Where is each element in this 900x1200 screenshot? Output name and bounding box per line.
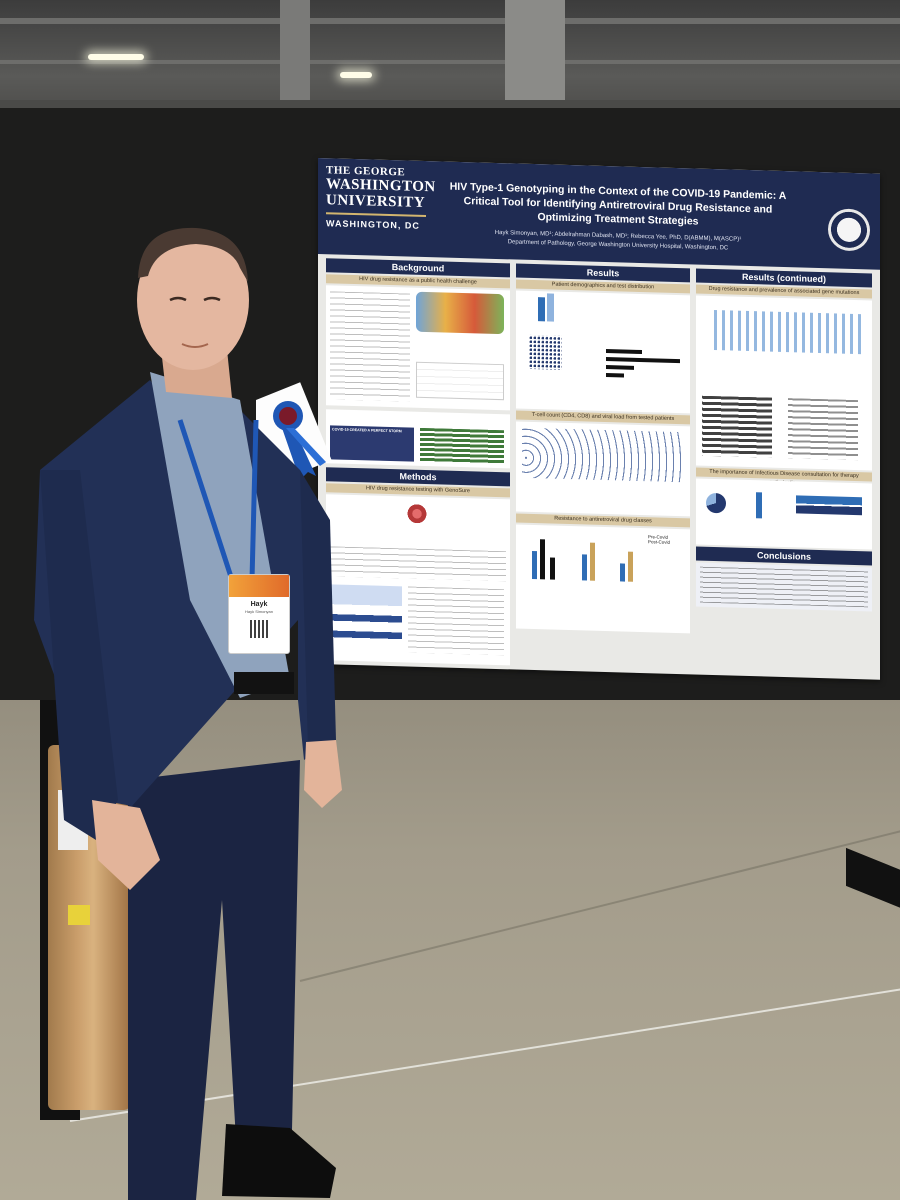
hbar (606, 365, 634, 370)
conclusions-panel (696, 562, 872, 612)
poster-column-left: Background HIV drug resistance as a publ… (326, 258, 510, 666)
legend-post: Post-Covid (648, 539, 671, 545)
demographics-panel (516, 290, 690, 414)
ceiling-lamp (340, 72, 372, 78)
floor (0, 620, 900, 1200)
floor-seam (299, 830, 900, 982)
logo-location: WASHINGTON, DC (326, 218, 420, 231)
gene-hbar-chart-b (788, 398, 858, 461)
gene-hbar-chart-a (702, 395, 772, 458)
ceiling-beam (0, 18, 900, 24)
resistance-panel: Pre-Covid Post-Covid (516, 524, 690, 634)
tcell-panel (516, 421, 690, 517)
consultation-panel (696, 478, 872, 550)
badge-header (229, 575, 289, 597)
methods-panel (326, 494, 510, 666)
ceiling-lamp (88, 54, 144, 60)
consult-bar (756, 492, 762, 519)
resistance-bar (620, 563, 625, 582)
badge-subname: Hayk Simonyan (244, 609, 273, 614)
methods-text-block (330, 546, 506, 582)
tube-label (58, 790, 88, 850)
logo-line-3: UNIVERSITY (326, 192, 426, 211)
mutation-panel (696, 295, 872, 471)
resistance-bar (532, 550, 537, 580)
resistance-bar (628, 551, 633, 582)
methods-bullets (408, 586, 504, 656)
virus-icon (406, 502, 428, 526)
consult-hbar (796, 495, 862, 516)
tube-sticker (68, 905, 90, 925)
hbar (606, 349, 642, 355)
chart-legend: Pre-Covid Post-Covid (648, 534, 670, 545)
poster-title: HIV Type-1 Genotyping in the Context of … (449, 180, 787, 228)
resistance-bar (582, 554, 587, 581)
background-panel (326, 285, 510, 411)
demo-bar (547, 293, 554, 322)
hbar (606, 373, 624, 378)
world-map-figure (416, 291, 504, 335)
name-badge: Hayk Hayk Simonyan (228, 574, 290, 654)
callout-panel: COVID-19 CREATED A PERFECT STORM (326, 409, 510, 469)
award-ribbon-icon (256, 382, 332, 482)
genome-diagram (330, 584, 402, 653)
ceiling-beam (0, 60, 900, 64)
badge-name: Hayk (250, 601, 268, 608)
poster-column-right: Results (continued) Drug resistance and … (696, 268, 872, 674)
university-seal-icon (828, 208, 870, 252)
poster-authors: Hayk Simonyan, MD¹; Abdelrahman Dabash, … (438, 227, 798, 255)
conclusions-text (700, 566, 868, 608)
waffle-chart (528, 334, 562, 370)
trend-plot-figure (416, 361, 504, 401)
hbar (606, 357, 680, 364)
demo-bar (538, 297, 545, 322)
resistance-bar (590, 542, 595, 581)
logo-rule (326, 212, 426, 218)
resistance-bar (540, 539, 545, 580)
floor-tape-line (69, 985, 900, 1122)
mutation-bar-chart (714, 310, 864, 355)
resistance-bar (550, 557, 555, 580)
pie-chart (706, 492, 726, 514)
poster-column-middle: Results Patient demographics and test di… (516, 263, 690, 669)
gwu-logo: THE GEORGE WASHINGTON UNIVERSITY WASHING… (326, 164, 436, 251)
callout-chart (420, 427, 504, 465)
poster-header: THE GEORGE WASHINGTON UNIVERSITY WASHING… (318, 158, 880, 270)
research-poster: THE GEORGE WASHINGTON UNIVERSITY WASHING… (318, 158, 880, 680)
qr-code-icon (250, 620, 268, 638)
scatter-figure (522, 427, 684, 483)
